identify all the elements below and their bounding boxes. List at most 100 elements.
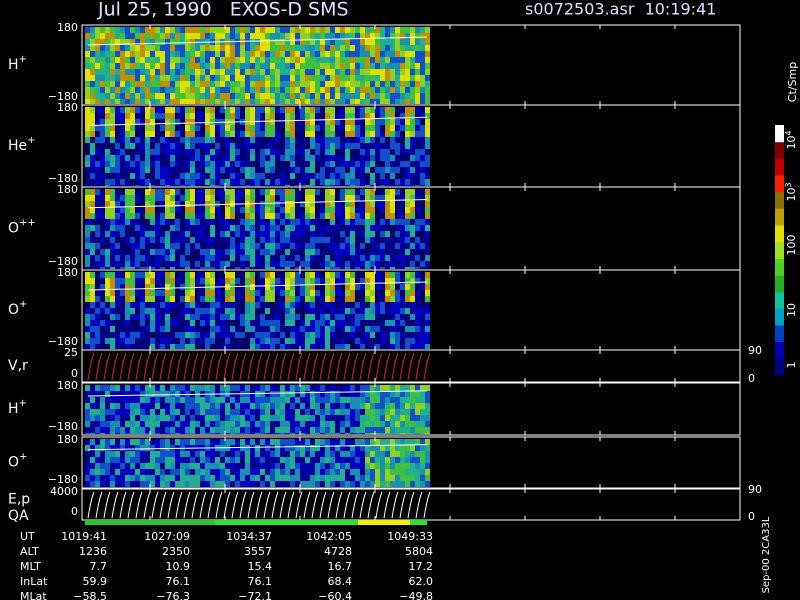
sweep — [159, 352, 167, 381]
spectrogram-cell — [325, 119, 330, 125]
spectrogram-cell — [400, 225, 405, 231]
spectrogram-cell — [95, 463, 100, 469]
spectrogram-cell — [375, 433, 380, 434]
spectrogram-cell — [105, 99, 110, 104]
spectrogram-cell — [325, 213, 330, 219]
spectrogram-cell — [385, 155, 390, 161]
spectrogram-cell — [180, 143, 185, 149]
spectrogram-cell — [370, 397, 375, 403]
spectrogram-cell — [290, 225, 295, 231]
spectrogram-cell — [315, 201, 320, 207]
spectrogram-cell — [400, 75, 405, 81]
spectrogram-cell — [145, 33, 150, 39]
spectrogram-cell — [210, 326, 215, 332]
spectrogram-cell — [200, 243, 205, 249]
spectrogram-cell — [310, 481, 315, 487]
spectrogram-cell — [120, 45, 125, 51]
spectrogram-cell — [135, 272, 140, 278]
spectrogram-cell — [110, 290, 115, 296]
spectrogram-cell — [385, 179, 390, 185]
spectrogram-cell — [380, 125, 385, 131]
spectrogram-cell — [295, 463, 300, 469]
spectrogram-cell — [290, 87, 295, 93]
spectrogram-cell — [250, 57, 255, 63]
spectrogram-cell — [140, 33, 145, 39]
spectrogram-cell — [90, 237, 95, 243]
spectrogram-cell — [265, 302, 270, 308]
spectrogram-cell — [360, 445, 365, 451]
spectrogram-cell — [185, 167, 190, 173]
spectrogram-cell — [100, 243, 105, 249]
spectrogram-cell — [245, 320, 250, 326]
spectrogram-cell — [95, 475, 100, 481]
spectrogram-cell — [170, 296, 175, 302]
spectrogram-cell — [265, 326, 270, 332]
spectrogram-cell — [395, 185, 400, 186]
spectrogram-cell — [350, 27, 355, 33]
spectrogram-cell — [350, 243, 355, 249]
spectrogram-cell — [215, 75, 220, 81]
spectrogram-cell — [135, 261, 140, 267]
spectrogram-cell — [135, 332, 140, 338]
spectrogram-cell — [315, 463, 320, 469]
spectrogram-cell — [295, 113, 300, 119]
spectrogram-cell — [220, 403, 225, 409]
spectrogram-cell — [95, 137, 100, 143]
spectrogram-cell — [230, 272, 235, 278]
spectrogram-cell — [180, 75, 185, 81]
spectrogram-cell — [270, 385, 275, 391]
spectrogram-cell — [100, 290, 105, 296]
spectrogram-cell — [400, 344, 405, 349]
label-text: He — [8, 138, 27, 154]
spectrogram-cell — [370, 189, 375, 195]
spectrogram-cell — [135, 231, 140, 237]
spectrogram-cell — [355, 415, 360, 421]
spectrogram-cell — [225, 107, 230, 113]
spectrogram-cell — [180, 69, 185, 75]
spectrogram-cell — [210, 469, 215, 475]
spectrogram-cell — [280, 332, 285, 338]
spectrogram-cell — [170, 219, 175, 225]
spectrogram-cell — [205, 451, 210, 457]
spectrogram-cell — [330, 27, 335, 33]
spectrogram-cell — [285, 439, 290, 445]
spectrogram-cell — [335, 457, 340, 463]
spectrogram-cell — [215, 87, 220, 93]
spectrogram-cell — [300, 427, 305, 433]
spectrogram-cell — [320, 267, 325, 269]
spectrogram-cell — [330, 415, 335, 421]
spectrogram-cell — [215, 326, 220, 332]
spectrogram-cell — [310, 278, 315, 284]
spectrogram-cell — [180, 314, 185, 320]
spectrogram-cell — [205, 93, 210, 99]
spectrogram-cell — [280, 213, 285, 219]
spectrogram-cell — [175, 107, 180, 113]
spectrogram-cell — [135, 421, 140, 427]
spectrogram-cell — [365, 481, 370, 487]
spectrogram-cell — [110, 314, 115, 320]
spectrogram-cell — [180, 195, 185, 201]
spectrogram-cell — [315, 332, 320, 338]
spectrogram-cell — [155, 189, 160, 195]
spectrogram-cell — [85, 207, 90, 213]
spectrogram-cell — [235, 189, 240, 195]
label-sup: + — [27, 135, 35, 146]
spectrogram-cell — [245, 308, 250, 314]
spectrogram-cell — [110, 433, 115, 434]
spectrogram-cell — [140, 125, 145, 131]
spectrogram-cell — [240, 195, 245, 201]
spectrogram-cell — [305, 385, 310, 391]
spectrogram-cell — [95, 385, 100, 391]
spectrogram-cell — [165, 344, 170, 349]
spectrogram-cell — [215, 231, 220, 237]
spectrogram-cell — [245, 107, 250, 113]
spectrogram-cell — [140, 278, 145, 284]
spectrogram-cell — [165, 308, 170, 314]
spectrogram-cell — [115, 81, 120, 87]
spectrogram-cell — [135, 433, 140, 434]
spectrogram-cell — [185, 338, 190, 344]
spectrogram-cell — [305, 475, 310, 481]
spectrogram-cell — [240, 332, 245, 338]
spectrogram-cell — [190, 93, 195, 99]
spectrogram-cell — [395, 75, 400, 81]
